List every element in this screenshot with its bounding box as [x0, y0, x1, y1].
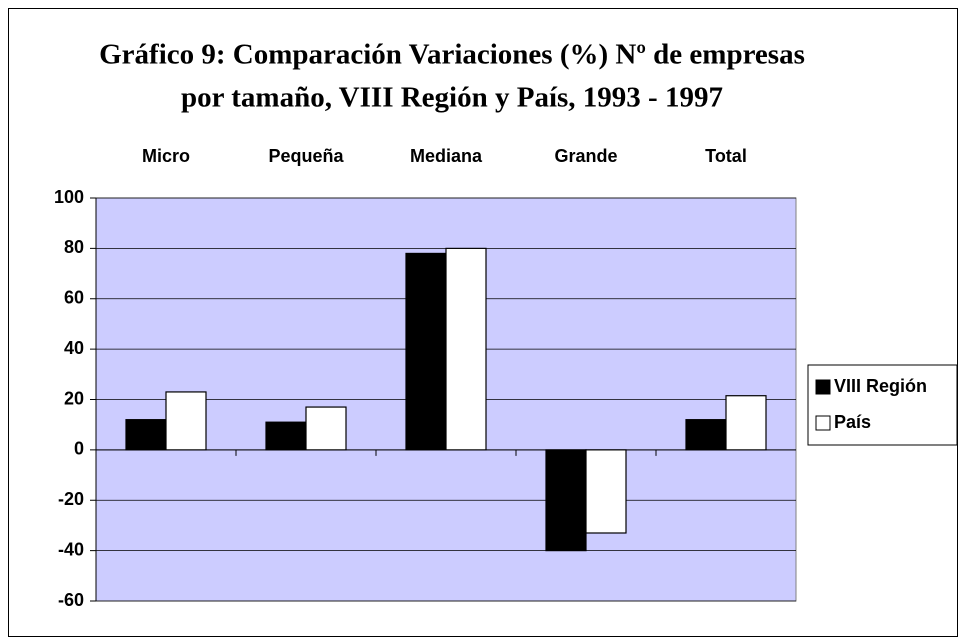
bar	[585, 449, 627, 534]
y-tick-label: 100	[54, 187, 84, 207]
y-tick-label: 60	[64, 288, 84, 308]
y-tick-label: 20	[64, 388, 84, 408]
chart-title: Gráfico 9: Comparación Variaciones (%) N…	[99, 39, 805, 71]
legend-swatch	[815, 379, 831, 395]
y-tick-label: -60	[58, 590, 84, 610]
bar	[165, 391, 207, 451]
legend-label: País	[834, 412, 871, 432]
category-label: Grande	[554, 146, 617, 166]
category-label: Micro	[142, 146, 190, 166]
category-label: Total	[705, 146, 747, 166]
chart-title: por tamaño, VIII Región y País, 1993 - 1…	[181, 82, 723, 114]
bar	[725, 395, 767, 451]
legend-box	[807, 364, 958, 446]
y-tick-label: 40	[64, 338, 84, 358]
bar	[265, 421, 307, 451]
category-label: Pequeña	[268, 146, 344, 166]
y-tick-label: 0	[74, 439, 84, 459]
bar	[685, 419, 727, 451]
category-label: Mediana	[410, 146, 483, 166]
y-tick-label: -20	[58, 489, 84, 509]
legend-swatch	[815, 415, 831, 431]
bar	[445, 247, 487, 451]
bar	[305, 406, 347, 451]
bar	[125, 419, 167, 451]
y-tick-label: -40	[58, 539, 84, 559]
y-tick-label: 80	[64, 237, 84, 257]
bar	[545, 449, 587, 552]
legend-label: VIII Región	[834, 376, 927, 396]
bar	[405, 252, 447, 451]
